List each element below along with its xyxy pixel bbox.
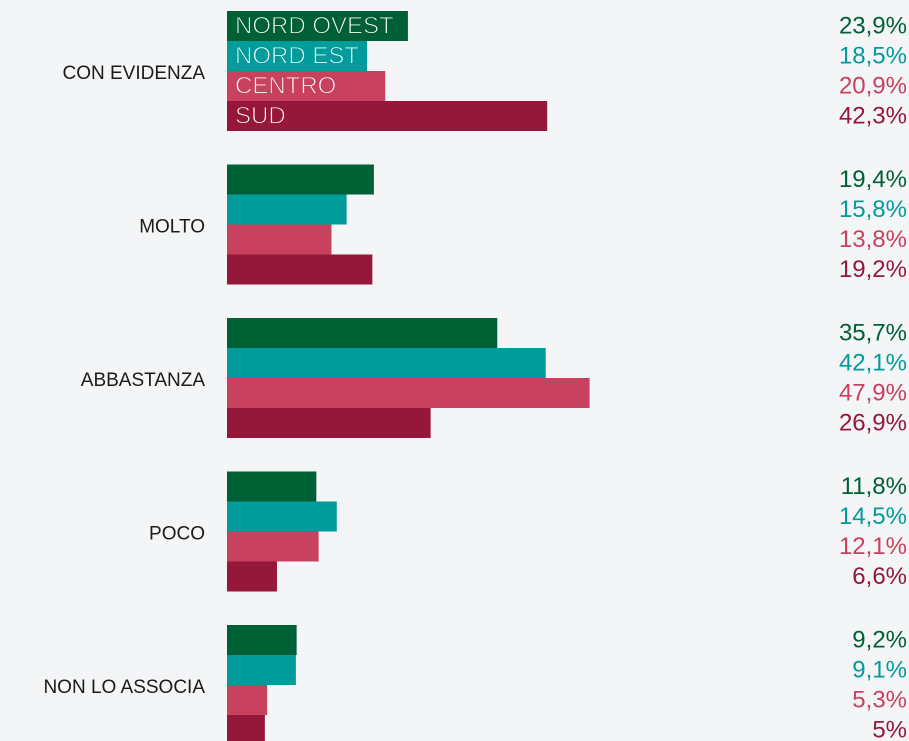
value-label: 12,1% bbox=[839, 533, 907, 560]
value-label: 35,7% bbox=[839, 319, 907, 346]
bar bbox=[227, 101, 548, 131]
value-label: 14,5% bbox=[839, 503, 907, 530]
bar bbox=[227, 318, 498, 348]
bar bbox=[227, 164, 374, 195]
bar bbox=[227, 254, 373, 285]
legend-label: CENTRO bbox=[235, 72, 336, 99]
bar bbox=[227, 224, 332, 255]
bar bbox=[227, 11, 408, 41]
bar bbox=[227, 194, 347, 225]
bar bbox=[227, 685, 268, 715]
bar bbox=[227, 715, 265, 741]
category-label: NON LO ASSOCIA bbox=[43, 677, 205, 698]
value-label: 26,9% bbox=[839, 409, 907, 436]
value-label: 5,3% bbox=[852, 686, 907, 713]
value-label: 5% bbox=[872, 716, 907, 741]
value-label: 47,9% bbox=[839, 379, 907, 406]
bar bbox=[227, 408, 431, 438]
value-label: 9,1% bbox=[852, 656, 907, 683]
category-label: ABBASTANZA bbox=[81, 370, 206, 391]
legend-label: SUD bbox=[235, 102, 286, 129]
value-label: 9,2% bbox=[852, 626, 907, 653]
bar bbox=[227, 655, 296, 685]
bar bbox=[227, 378, 590, 408]
legend-label: NORD EST bbox=[235, 42, 359, 69]
value-label: 19,2% bbox=[839, 256, 907, 283]
value-label: 20,9% bbox=[839, 72, 907, 99]
bar bbox=[227, 531, 319, 562]
value-label: 18,5% bbox=[839, 42, 907, 69]
value-label: 11,8% bbox=[841, 473, 907, 500]
bar bbox=[227, 71, 386, 101]
value-label: 13,8% bbox=[839, 226, 907, 253]
category-label: POCO bbox=[149, 524, 205, 545]
value-label: 23,9% bbox=[839, 12, 907, 39]
category-label: MOLTO bbox=[139, 217, 205, 238]
bar bbox=[227, 41, 368, 71]
value-label: 15,8% bbox=[839, 196, 907, 223]
bar bbox=[227, 471, 317, 502]
bar bbox=[227, 561, 277, 592]
value-label: 42,3% bbox=[839, 102, 907, 129]
legend-label: NORD OVEST bbox=[235, 12, 394, 39]
bar bbox=[227, 625, 297, 655]
bar bbox=[227, 348, 546, 378]
value-label: 6,6% bbox=[852, 563, 907, 590]
value-label: 42,1% bbox=[839, 349, 907, 376]
value-label: 19,4% bbox=[839, 166, 907, 193]
bar bbox=[227, 501, 337, 532]
category-label: CON EVIDENZA bbox=[62, 63, 205, 84]
